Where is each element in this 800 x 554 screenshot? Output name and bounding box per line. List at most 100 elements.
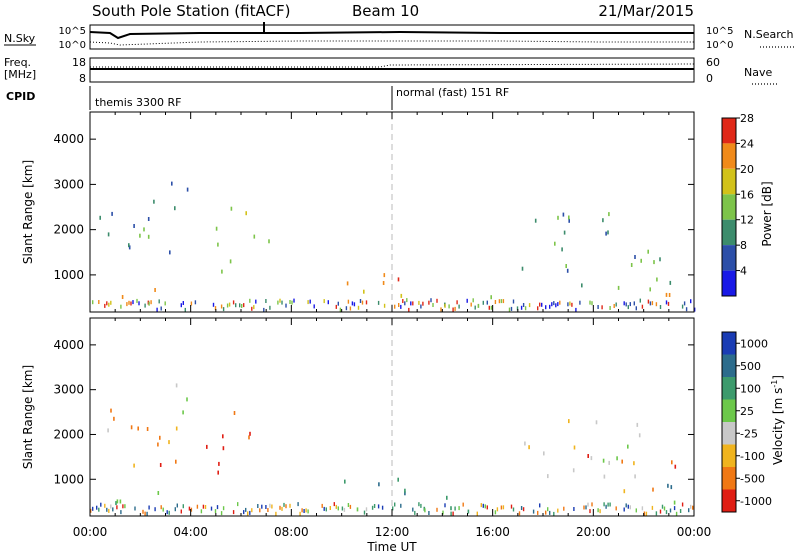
echo-cell [180, 509, 182, 514]
echo-cell [675, 511, 678, 516]
echo-cell [239, 303, 241, 308]
echo-cell [467, 509, 470, 514]
date-label: 21/Mar/2015 [598, 2, 694, 20]
echo-cell [613, 304, 615, 308]
echo-cell [363, 289, 365, 294]
echo-cell [271, 504, 273, 509]
echo-cell [587, 454, 589, 458]
echo-cell [581, 283, 583, 288]
y-tick-label: 2000 [53, 427, 84, 441]
echo-cell [230, 206, 233, 211]
echo-cell [359, 299, 362, 303]
echo-cell [668, 293, 671, 297]
echo-cell [241, 304, 243, 308]
echo-cell [420, 304, 422, 309]
echo-cell [549, 304, 551, 309]
echo-cell [436, 507, 438, 512]
echo-cell [222, 307, 225, 312]
echo-cell [112, 507, 114, 512]
echo-cell [110, 408, 112, 413]
colorbar-tick-label: -25 [740, 427, 758, 440]
colorbar-tick-label: 100 [740, 382, 761, 395]
echo-cell [285, 504, 287, 509]
echo-cell [482, 300, 484, 305]
echo-cell [524, 441, 526, 446]
echo-cell [378, 482, 380, 487]
echo-cell [651, 505, 654, 510]
echo-cell [641, 304, 644, 309]
echo-cell [216, 505, 219, 510]
echo-cell [589, 509, 591, 514]
power-panel: 1000 2000 3000 4000 Slant Range [km] 4 8 12 16… [21, 111, 774, 313]
echo-cell [160, 505, 162, 510]
colorbar-swatch [722, 489, 736, 512]
echo-cell [625, 503, 627, 508]
echo-cell [520, 305, 523, 310]
echo-cell [365, 300, 368, 305]
echo-cell [681, 304, 684, 309]
echo-cell [229, 259, 232, 264]
echo-cell [325, 507, 327, 512]
echo-cell [404, 488, 406, 493]
echo-cell [462, 502, 464, 507]
echo-cell [561, 247, 563, 252]
echo-cell [688, 508, 690, 513]
echo-cell [494, 510, 497, 515]
colorbar-tick-label: 25 [740, 405, 754, 418]
echo-cell [690, 504, 692, 509]
echo-cell [651, 301, 654, 306]
echo-cell [267, 508, 269, 512]
echo-cell [190, 507, 193, 512]
echo-cell [148, 505, 150, 510]
echo-cell [623, 507, 625, 512]
colorbar-tick-label: 12 [740, 214, 754, 227]
power-y-ticks: 1000 2000 3000 4000 [53, 112, 695, 312]
colorbar-tick-label: 500 [740, 360, 761, 373]
echo-cell [633, 461, 635, 466]
echo-cell [623, 301, 625, 306]
echo-cell [424, 508, 426, 513]
echo-cell [133, 463, 135, 468]
echo-cell [357, 305, 360, 310]
echo-cell [301, 508, 303, 513]
echo-cell [265, 505, 267, 509]
echo-cell [502, 299, 505, 304]
echo-cell [222, 446, 225, 451]
echo-cell [235, 303, 237, 308]
echo-cell [655, 302, 658, 307]
echo-cell [347, 503, 350, 507]
echo-cell [456, 300, 458, 305]
echo-cell [157, 442, 159, 447]
echo-cell [343, 507, 346, 512]
echo-cell [669, 508, 672, 513]
echo-cell [629, 302, 631, 307]
echo-cell [164, 301, 166, 306]
echo-cell [402, 299, 404, 303]
freq-tick-high: 18 [72, 56, 86, 69]
echo-cell [665, 292, 668, 297]
echo-cell [636, 422, 639, 427]
noise-panel-frame [89, 24, 695, 50]
echo-cell [106, 507, 108, 512]
echo-cell [363, 510, 366, 515]
nsearch-label: N.Search [744, 28, 794, 41]
echo-cell [521, 266, 524, 271]
echo-cell [555, 303, 557, 308]
echo-cell [649, 287, 651, 292]
colorbar-swatch [722, 444, 736, 467]
echo-cell [110, 504, 112, 509]
echo-cell [232, 510, 235, 515]
echo-cell [573, 507, 575, 511]
echo-cell [222, 434, 224, 439]
echo-cell [432, 303, 434, 307]
echo-cell [200, 509, 203, 514]
echo-cell [166, 510, 168, 515]
echo-cell [607, 230, 609, 235]
nsky-label: N.Sky [4, 32, 36, 45]
echo-cell [539, 503, 541, 508]
echo-cell [210, 506, 213, 511]
echo-cell [305, 508, 307, 513]
echo-cell [480, 503, 482, 508]
echo-cell [222, 506, 225, 511]
echo-cell [486, 300, 488, 305]
